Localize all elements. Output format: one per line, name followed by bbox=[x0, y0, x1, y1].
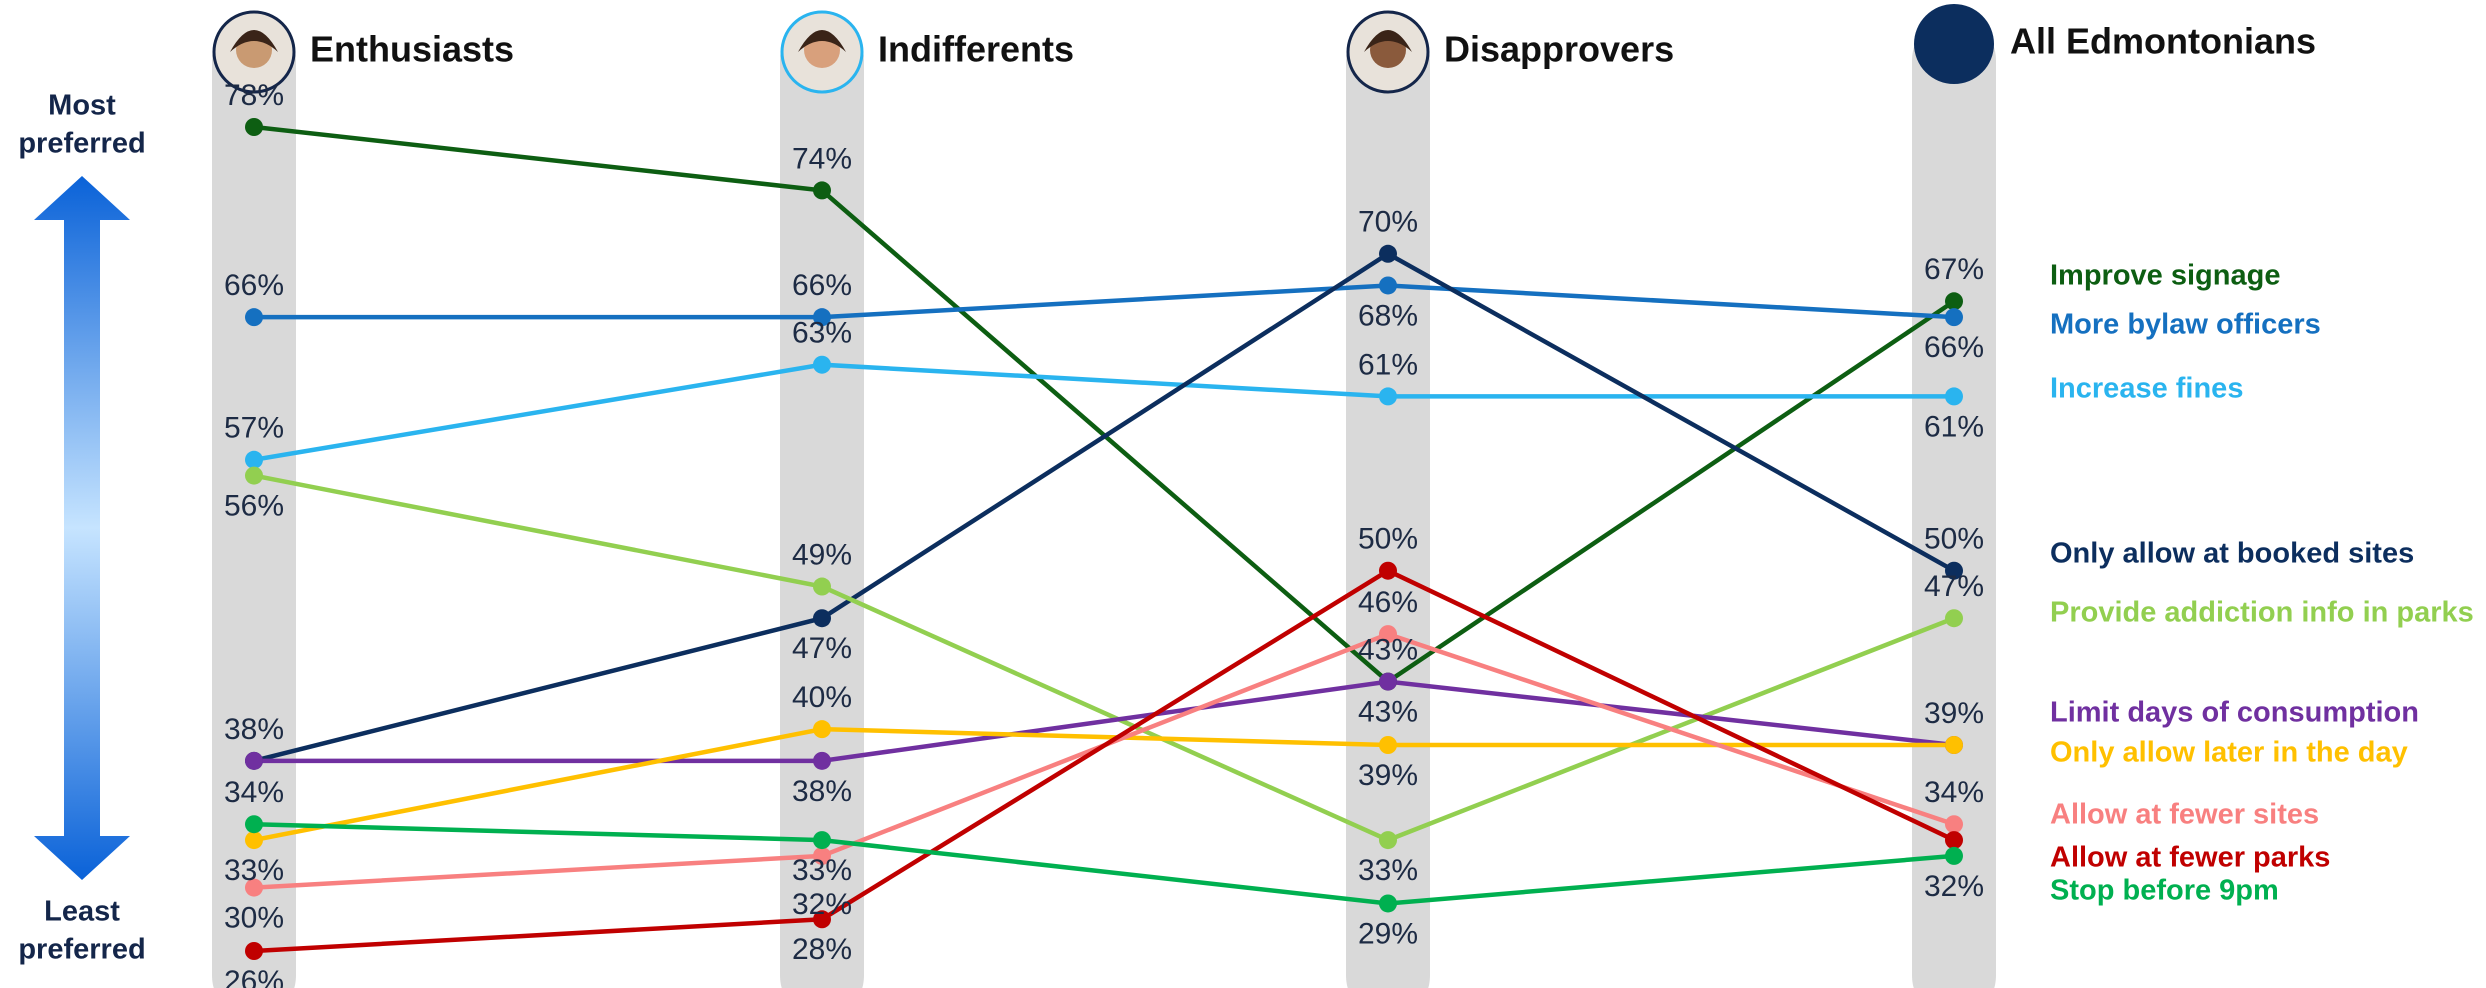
data-point bbox=[813, 752, 831, 770]
data-label: 67% bbox=[1924, 253, 1984, 286]
data-label: 40% bbox=[792, 681, 852, 714]
data-label: 61% bbox=[1924, 410, 1984, 443]
data-point bbox=[813, 356, 831, 374]
data-point bbox=[1379, 894, 1397, 912]
least-label: Least bbox=[44, 896, 120, 928]
avatar bbox=[1914, 4, 1994, 84]
data-label: 50% bbox=[1924, 523, 1984, 556]
data-label: 56% bbox=[224, 490, 284, 523]
legend-entry: More bylaw officers bbox=[2050, 309, 2321, 341]
data-label: 70% bbox=[1358, 206, 1418, 239]
series-line bbox=[254, 824, 1954, 903]
data-point bbox=[245, 308, 263, 326]
data-label: 28% bbox=[792, 933, 852, 966]
data-label: 43% bbox=[1358, 634, 1418, 667]
most-label: preferred bbox=[18, 128, 145, 160]
data-label: 29% bbox=[1358, 917, 1418, 950]
data-point bbox=[245, 451, 263, 469]
data-point bbox=[1379, 562, 1397, 580]
data-label: 49% bbox=[792, 538, 852, 571]
column-header: Enthusiasts bbox=[310, 29, 514, 70]
data-label: 63% bbox=[792, 317, 852, 350]
series-line bbox=[254, 476, 1954, 840]
data-label: 38% bbox=[792, 775, 852, 808]
data-point bbox=[813, 578, 831, 596]
background bbox=[212, 18, 1996, 988]
legend-entry: Limit days of consumption bbox=[2050, 697, 2419, 729]
data-point bbox=[1379, 673, 1397, 691]
data-label: 47% bbox=[1924, 570, 1984, 603]
data-point bbox=[245, 831, 263, 849]
data-point bbox=[1945, 831, 1963, 849]
data-point bbox=[1945, 847, 1963, 865]
data-label: 34% bbox=[1924, 776, 1984, 809]
data-point bbox=[1379, 387, 1397, 405]
legend-entry: Increase fines bbox=[2050, 373, 2243, 405]
series-line bbox=[254, 127, 1954, 682]
data-label: 43% bbox=[1358, 696, 1418, 729]
data-point bbox=[1945, 292, 1963, 310]
data-label: 50% bbox=[1358, 523, 1418, 556]
data-point bbox=[1379, 736, 1397, 754]
data-point bbox=[245, 815, 263, 833]
data-point bbox=[1945, 815, 1963, 833]
chart: Most preferred Least preferred Enthusias… bbox=[0, 0, 2486, 988]
legend-entry: Stop before 9pm bbox=[2050, 875, 2279, 907]
data-point bbox=[1945, 736, 1963, 754]
series-line bbox=[254, 682, 1954, 761]
data-label: 61% bbox=[1358, 348, 1418, 381]
data-point bbox=[813, 609, 831, 627]
data-label: 66% bbox=[224, 269, 284, 302]
data-point bbox=[1945, 308, 1963, 326]
data-point bbox=[245, 752, 263, 770]
data-label: 38% bbox=[224, 713, 284, 746]
series-line bbox=[254, 365, 1954, 460]
column-header: Indifferents bbox=[878, 29, 1074, 70]
data-point bbox=[245, 467, 263, 485]
data-label: 47% bbox=[792, 632, 852, 665]
data-point bbox=[1379, 831, 1397, 849]
data-label: 26% bbox=[224, 965, 284, 988]
data-point bbox=[245, 118, 263, 136]
data-label: 57% bbox=[224, 412, 284, 445]
legend-entry: Only allow later in the day bbox=[2050, 737, 2408, 769]
legend-entry: Improve signage bbox=[2050, 260, 2280, 292]
data-label: 74% bbox=[792, 142, 852, 175]
legend-entry: Provide addiction info in parks bbox=[2050, 597, 2474, 629]
data-label: 78% bbox=[224, 79, 284, 112]
data-label: 33% bbox=[1358, 854, 1418, 887]
data-label: 66% bbox=[1924, 331, 1984, 364]
data-label: 32% bbox=[1924, 870, 1984, 903]
preference-arrow bbox=[34, 176, 130, 880]
data-point bbox=[813, 720, 831, 738]
data-point bbox=[1945, 387, 1963, 405]
series-line bbox=[254, 254, 1954, 761]
legend-entry: Allow at fewer sites bbox=[2050, 799, 2319, 831]
series-line bbox=[254, 285, 1954, 317]
data-label: 46% bbox=[1358, 586, 1418, 619]
data-point bbox=[1379, 276, 1397, 294]
legend-entry: Only allow at booked sites bbox=[2050, 538, 2414, 570]
data-point bbox=[813, 831, 831, 849]
data-label: 39% bbox=[1358, 759, 1418, 792]
column-header: All Edmontonians bbox=[2010, 21, 2316, 62]
column-header: Disapprovers bbox=[1444, 29, 1674, 70]
data-label: 68% bbox=[1358, 299, 1418, 332]
legend-entry: Allow at fewer parks bbox=[2050, 842, 2330, 874]
data-label: 33% bbox=[224, 854, 284, 887]
data-label: 32% bbox=[792, 888, 852, 921]
data-point bbox=[813, 181, 831, 199]
data-label: 33% bbox=[792, 854, 852, 887]
data-label: 30% bbox=[224, 902, 284, 935]
data-label: 66% bbox=[792, 269, 852, 302]
least-label: preferred bbox=[18, 934, 145, 966]
data-point bbox=[1379, 245, 1397, 263]
data-label: 39% bbox=[1924, 697, 1984, 730]
data-point bbox=[245, 942, 263, 960]
most-label: Most bbox=[48, 90, 116, 122]
data-point bbox=[1945, 609, 1963, 627]
data-label: 34% bbox=[224, 776, 284, 809]
